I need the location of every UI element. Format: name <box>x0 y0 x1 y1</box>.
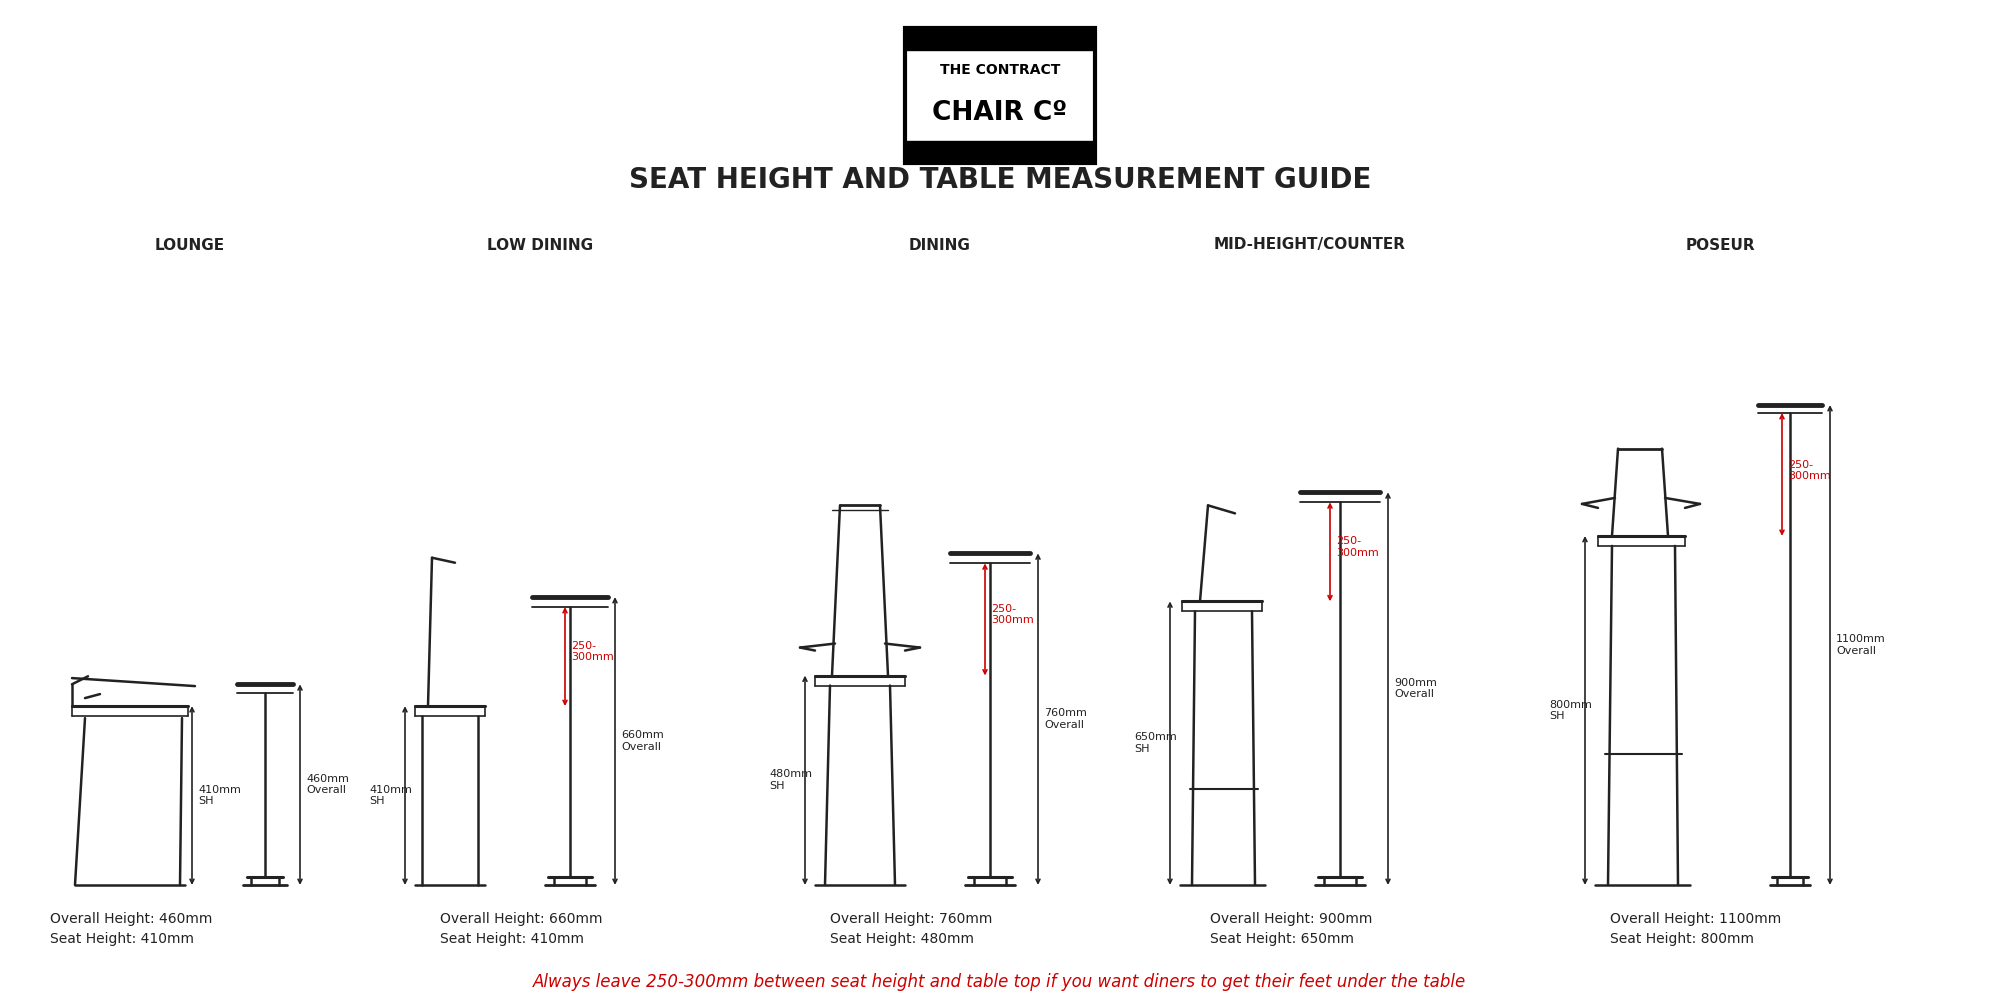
Text: 250-
300mm: 250- 300mm <box>992 604 1034 625</box>
Text: DINING: DINING <box>910 237 970 252</box>
Text: 900mm
Overall: 900mm Overall <box>1394 678 1436 699</box>
Text: 250-
300mm: 250- 300mm <box>572 641 614 662</box>
Bar <box>904 27 1096 49</box>
Text: Always leave 250-300mm between seat height and table top if you want diners to g: Always leave 250-300mm between seat heig… <box>534 973 1466 991</box>
Text: Seat Height: 650mm: Seat Height: 650mm <box>1210 932 1354 946</box>
Text: 660mm
Overall: 660mm Overall <box>620 730 664 752</box>
Text: 410mm
SH: 410mm SH <box>368 785 412 806</box>
Text: 250-
300mm: 250- 300mm <box>1788 460 1830 481</box>
Text: 800mm
SH: 800mm SH <box>1548 700 1592 721</box>
Text: 650mm
SH: 650mm SH <box>1134 732 1176 754</box>
Text: Overall Height: 660mm: Overall Height: 660mm <box>440 912 602 926</box>
Text: POSEUR: POSEUR <box>1686 237 1754 252</box>
Text: Overall Height: 460mm: Overall Height: 460mm <box>50 912 212 926</box>
Text: Overall Height: 1100mm: Overall Height: 1100mm <box>1610 912 1782 926</box>
Text: Seat Height: 410mm: Seat Height: 410mm <box>440 932 584 946</box>
Text: CHAIR Cº: CHAIR Cº <box>932 100 1068 126</box>
Text: Seat Height: 410mm: Seat Height: 410mm <box>50 932 194 946</box>
Text: Overall Height: 760mm: Overall Height: 760mm <box>830 912 992 926</box>
Text: THE CONTRACT: THE CONTRACT <box>940 63 1060 77</box>
Text: Seat Height: 800mm: Seat Height: 800mm <box>1610 932 1754 946</box>
Text: LOUNGE: LOUNGE <box>154 237 226 252</box>
Text: 480mm
SH: 480mm SH <box>768 769 812 791</box>
Text: 1100mm
Overall: 1100mm Overall <box>1836 634 1886 656</box>
FancyBboxPatch shape <box>904 27 1096 162</box>
Text: SEAT HEIGHT AND TABLE MEASUREMENT GUIDE: SEAT HEIGHT AND TABLE MEASUREMENT GUIDE <box>628 166 1372 194</box>
Text: MID-HEIGHT/COUNTER: MID-HEIGHT/COUNTER <box>1214 237 1406 252</box>
Text: LOW DINING: LOW DINING <box>486 237 594 252</box>
Text: 760mm
Overall: 760mm Overall <box>1044 708 1086 730</box>
Text: Overall Height: 900mm: Overall Height: 900mm <box>1210 912 1372 926</box>
Bar <box>904 140 1096 162</box>
Text: 410mm
SH: 410mm SH <box>198 785 240 806</box>
Text: 250-
300mm: 250- 300mm <box>1336 536 1378 558</box>
Text: 460mm
Overall: 460mm Overall <box>306 774 348 795</box>
Text: Seat Height: 480mm: Seat Height: 480mm <box>830 932 974 946</box>
